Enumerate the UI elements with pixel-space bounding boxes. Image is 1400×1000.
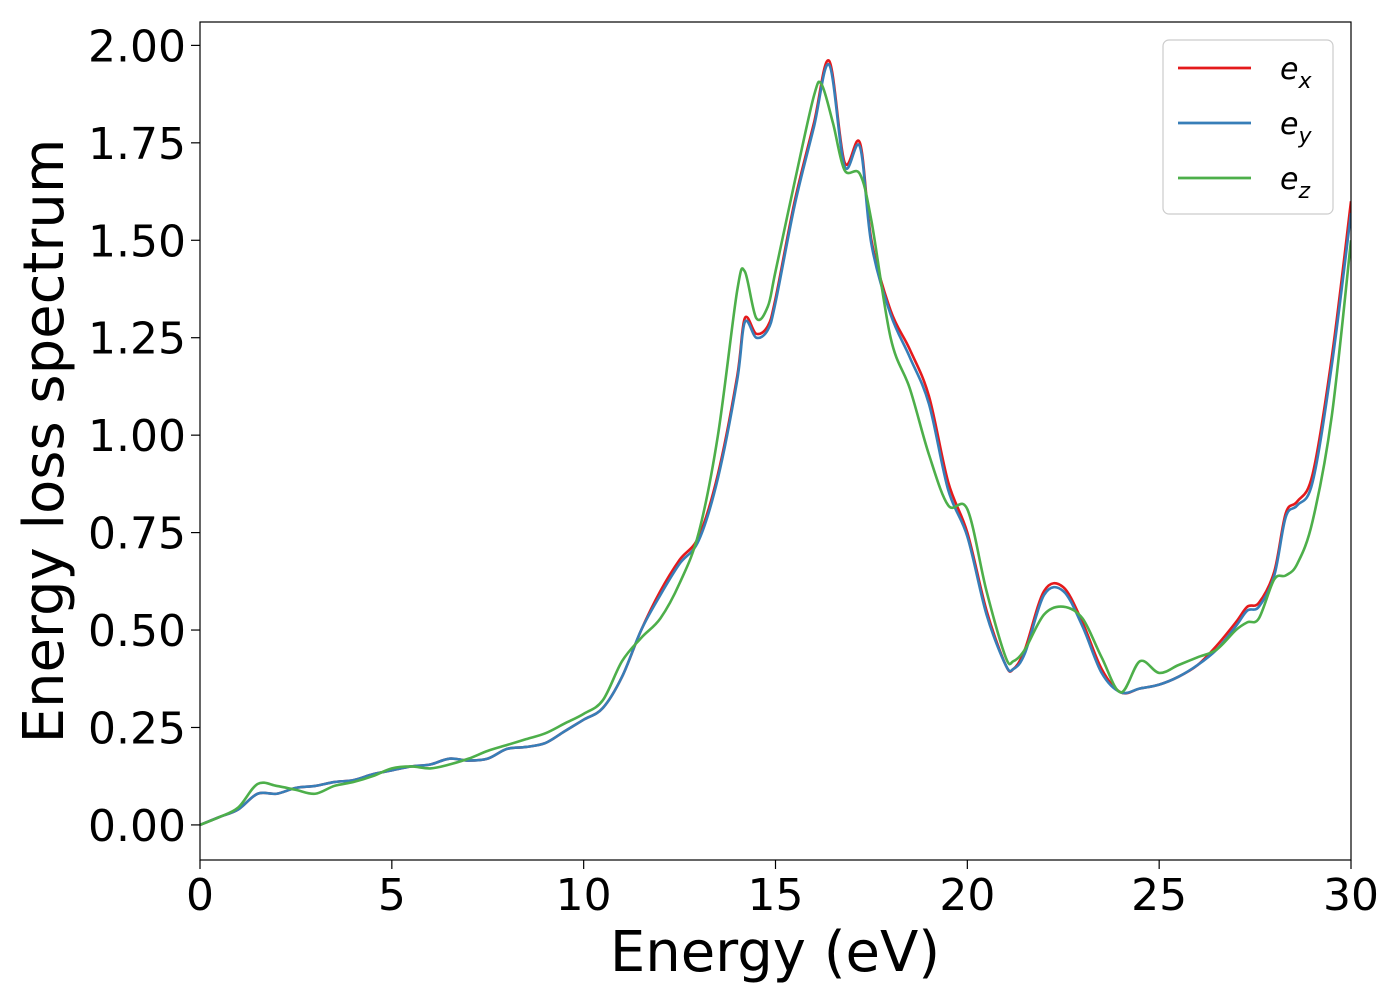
series-layer [200, 59, 1351, 827]
y-tick-label: 2.00 [88, 21, 186, 72]
y-tick-label: 1.00 [88, 411, 186, 462]
legend-box [1162, 39, 1334, 215]
x-tick-label: 5 [378, 870, 406, 921]
legend-label-ez: ez [1280, 162, 1310, 204]
y-axis: 0.00 0.25 0.50 0.75 1.00 1.25 1.50 1.75 2.00 [88, 21, 200, 852]
y-tick-label: 1.75 [88, 119, 186, 170]
x-axis: 0 5 10 15 20 25 30 [186, 860, 1379, 921]
x-tick-label: 25 [1131, 870, 1187, 921]
legend-label-ex: ex [1280, 52, 1312, 94]
x-tick-label: 15 [748, 870, 804, 921]
y-tick-label: 0.50 [88, 606, 186, 657]
x-tick-label: 10 [556, 870, 612, 921]
y-tick-label: 0.00 [88, 801, 186, 852]
y-axis-title: Energy loss spectrum [12, 139, 77, 744]
legend: ex ey ez [1162, 39, 1334, 215]
y-tick-label: 0.25 [88, 703, 186, 754]
x-axis-title: Energy (eV) [610, 920, 940, 985]
x-tick-label: 20 [939, 870, 995, 921]
y-tick-label: 0.75 [88, 509, 186, 560]
y-tick-label: 1.25 [88, 314, 186, 365]
x-tick-label: 0 [186, 870, 214, 921]
series-line-ez [200, 80, 1351, 827]
x-tick-label: 30 [1323, 870, 1379, 921]
y-tick-label: 1.50 [88, 216, 186, 267]
legend-label-ey: ey [1280, 107, 1312, 149]
series-line-ey [200, 63, 1351, 827]
